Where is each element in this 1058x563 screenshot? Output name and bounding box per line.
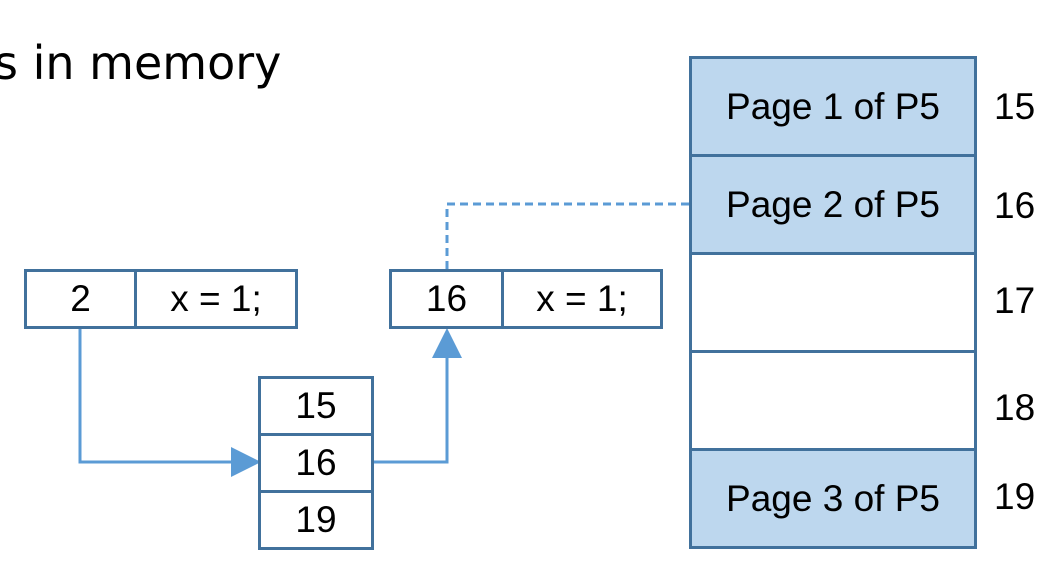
virtual-address-box: 2 x = 1; <box>24 269 298 329</box>
memory-frame <box>689 350 977 451</box>
page-table-entry: 15 <box>258 376 374 436</box>
frame-address: 19 <box>994 476 1036 517</box>
arrow-page-to-table <box>78 329 261 477</box>
frame-address: 18 <box>994 387 1036 428</box>
page-number-cell: 2 <box>27 272 137 326</box>
page-table-entry: 16 <box>258 433 374 493</box>
instruction-cell: x = 1; <box>536 278 628 319</box>
page-table-entry: 19 <box>258 490 374 550</box>
frame-address: 17 <box>994 280 1036 321</box>
frame-number-cell: 16 <box>392 272 504 326</box>
memory-frame: Page 2 of P5 <box>689 154 977 255</box>
memory-frame <box>689 252 977 353</box>
frame-address: 15 <box>994 86 1036 127</box>
physical-address-box: 16 x = 1; <box>389 269 663 329</box>
memory-frame: Page 1 of P5 <box>689 56 977 157</box>
arrow-table-to-frame <box>373 328 462 464</box>
frame-address: 16 <box>994 185 1036 226</box>
slide-title: s in memory <box>0 36 282 90</box>
memory-frame: Page 3 of P5 <box>689 448 977 549</box>
dashed-frame-to-memory <box>445 202 690 269</box>
instruction-cell: x = 1; <box>170 278 262 319</box>
